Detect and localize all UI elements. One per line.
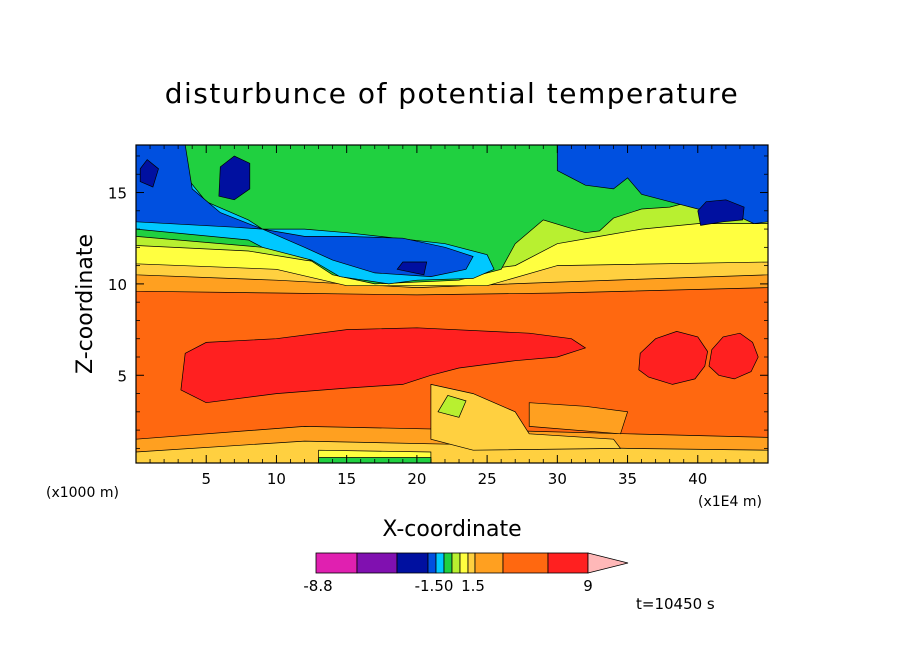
contour-region-9-0	[139, 159, 159, 188]
y-tick-label: 5	[117, 367, 127, 385]
colorbar-label: -1.50	[415, 577, 454, 595]
x-tick-label: 35	[618, 470, 637, 488]
colorbar-label: -8.8	[303, 577, 332, 595]
time-label: t=10450 s	[636, 595, 715, 613]
contour-region-5-1	[437, 394, 467, 418]
y-tick-label: 15	[108, 185, 127, 203]
contour-region-2-2	[528, 402, 629, 435]
colorbar-arrow	[587, 552, 629, 574]
x-axis-label: X-coordinate	[382, 517, 521, 542]
x-tick-label: 20	[407, 470, 426, 488]
x-tick-label: 25	[478, 470, 497, 488]
contour-region-1-2	[708, 332, 759, 380]
colorbar-label: 1.5	[461, 577, 485, 595]
colorbar-swatch	[443, 552, 453, 574]
colorbar-swatch	[427, 552, 437, 574]
plot-frame	[135, 144, 769, 464]
colorbar-swatch	[435, 552, 445, 574]
contour-region-9-3	[697, 199, 745, 226]
colorbar-label: 9	[583, 577, 593, 595]
colorbar-swatch	[502, 552, 549, 574]
colorbar-swatch	[467, 552, 476, 574]
x-tick-label: 40	[688, 470, 707, 488]
contour-region-8-0	[136, 145, 474, 277]
contour-region-9-2	[396, 261, 428, 276]
contour-region-9-1	[218, 155, 251, 201]
y-unit-label: (x1000 m)	[46, 485, 119, 501]
colorbar-swatch	[459, 552, 469, 574]
x-tick-label: 5	[201, 470, 211, 488]
colorbar: -8.8 -1.50 1.5 9	[303, 552, 629, 595]
chart-title: disturbunce of potential temperature	[165, 77, 740, 110]
x-tick-label: 30	[548, 470, 567, 488]
x-tick-label: 15	[337, 470, 356, 488]
colorbar-swatch	[396, 552, 429, 574]
x-unit-label: (x1E4 m)	[698, 494, 762, 510]
y-axis-label: Z-coordinate	[73, 234, 98, 374]
plot-area	[136, 145, 768, 463]
colorbar-swatch	[315, 552, 358, 574]
y-axis: 5 10 15	[108, 155, 768, 449]
contour-region-1-1	[638, 331, 708, 385]
contour-region-3-2	[430, 383, 622, 451]
y-tick-label: 10	[108, 276, 127, 294]
colorbar-swatch	[356, 552, 398, 574]
contour-region-1-0	[180, 327, 587, 404]
colorbar-swatch	[474, 552, 504, 574]
colorbar-swatch	[451, 552, 461, 574]
x-tick-label: 10	[267, 470, 286, 488]
x-axis: 5 10 15 20 25 30 35 40	[149, 145, 755, 488]
colorbar-swatch	[547, 552, 589, 574]
